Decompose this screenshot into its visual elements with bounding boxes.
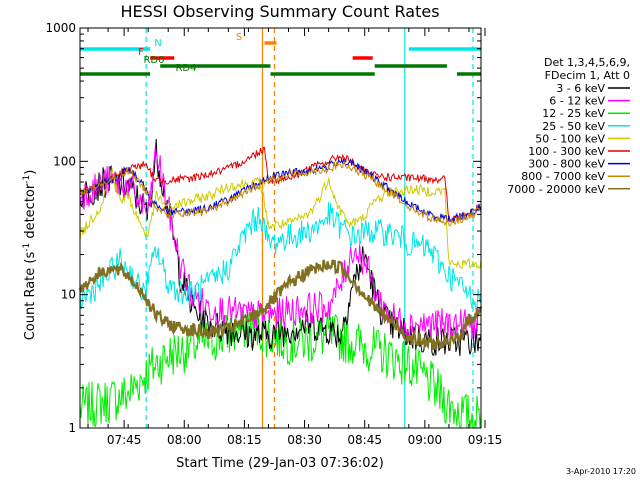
x-tick-label: 08:00 bbox=[167, 433, 202, 447]
flag-label-s: S bbox=[236, 32, 242, 43]
legend-entry-label: 100 - 300 keV bbox=[528, 145, 605, 158]
y-tick-label: 1000 bbox=[45, 21, 76, 35]
flag-label-n: N bbox=[154, 38, 161, 49]
legend-entry-label: 800 - 7000 keV bbox=[521, 170, 605, 183]
series-line-0 bbox=[79, 138, 482, 357]
legend-entry-label: 50 - 100 keV bbox=[535, 132, 605, 145]
legend-entry-label: 7000 - 20000 keV bbox=[507, 183, 605, 196]
x-axis-label: Start Time (29-Jan-03 07:36:02) bbox=[176, 456, 384, 471]
legend: Det 1,3,4,5,6,9, FDecim 1, Att 0 3 - 6 k… bbox=[507, 56, 630, 196]
flag-label-rd0: RD0 bbox=[143, 55, 164, 66]
legend-header-1: Det 1,3,4,5,6,9, bbox=[544, 56, 630, 69]
legend-entry-label: 3 - 6 keV bbox=[556, 82, 605, 95]
flag-label-rd4: RD4 bbox=[175, 63, 196, 74]
legend-entry-label: 300 - 800 keV bbox=[528, 158, 605, 171]
footer-date: 3-Apr-2010 17:20 bbox=[566, 467, 636, 476]
series-line-8 bbox=[78, 259, 483, 351]
series-line-7 bbox=[79, 160, 482, 227]
plot-frame bbox=[79, 27, 482, 429]
series-line-6 bbox=[79, 158, 482, 224]
legend-entry-label: 12 - 25 keV bbox=[542, 107, 605, 120]
legend-header-2: FDecim 1, Att 0 bbox=[545, 69, 630, 82]
x-tick-label: 08:45 bbox=[347, 433, 382, 447]
legend-entry-label: 6 - 12 keV bbox=[549, 95, 605, 108]
x-tick-label: 09:00 bbox=[408, 433, 443, 447]
series-line-3 bbox=[79, 202, 482, 310]
series-line-4 bbox=[79, 168, 482, 270]
x-tick-label: 08:15 bbox=[227, 433, 262, 447]
y-tick-label: 10 bbox=[61, 288, 76, 302]
x-tick-label: 08:30 bbox=[287, 433, 322, 447]
x-tick-label: 09:15 bbox=[468, 433, 503, 447]
flag-label-f: F bbox=[138, 47, 144, 58]
plot-area: NF S RD0 RD4 1 10 100 1000 07:45 08:00 08:15 08:30 0… bbox=[45, 21, 502, 447]
legend-entry-label: 25 - 50 keV bbox=[542, 120, 605, 133]
chart-title: HESSI Observing Summary Count Rates bbox=[120, 2, 439, 21]
y-tick-label: 100 bbox=[53, 154, 76, 168]
x-tick-label: 07:45 bbox=[107, 433, 142, 447]
y-tick-label: 1 bbox=[68, 421, 76, 435]
y-axis-label: Count Rate (s-1 detector-1) bbox=[22, 170, 38, 341]
